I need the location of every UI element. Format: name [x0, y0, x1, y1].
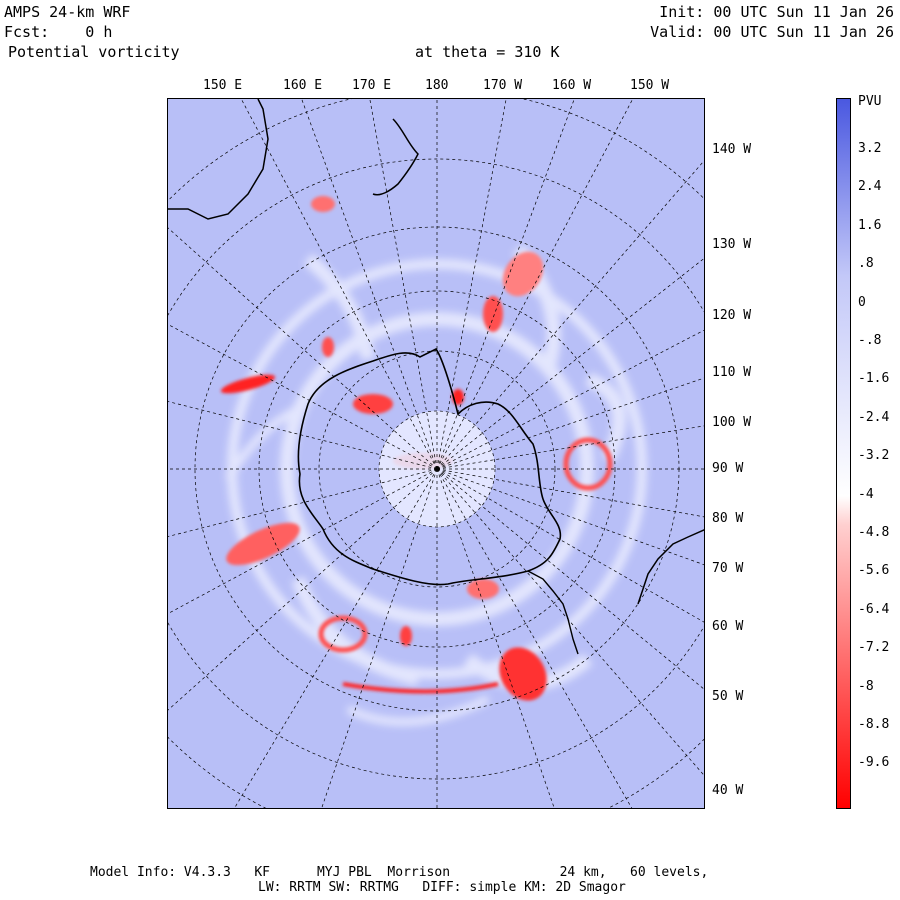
lon-label-top: 170 W	[483, 78, 523, 93]
colorbar-tick-label: -4	[858, 486, 874, 502]
lon-label-top: 150 E	[203, 78, 243, 93]
south-america-coast	[637, 529, 704, 605]
lon-label-top: 150 W	[630, 78, 670, 93]
colorbar-tick-label: -7.2	[858, 640, 890, 656]
lon-label-top: 170 E	[352, 78, 392, 93]
new-zealand-coast	[372, 118, 419, 196]
init-time: Init: 00 UTC Sun 11 Jan 26	[659, 3, 894, 21]
lon-label-top: 160 E	[283, 78, 323, 93]
colorbar-tick-label: -3.2	[858, 448, 890, 464]
lon-label-right: 80 W	[712, 511, 744, 526]
graticule	[168, 99, 704, 808]
antarctic-peninsula	[527, 570, 579, 655]
antarctica-coast	[297, 347, 562, 586]
colorbar-tick-label: -4.8	[858, 525, 890, 540]
colorbar-tick-label: -1.6	[858, 371, 890, 387]
lon-label-right: 120 W	[712, 308, 752, 323]
field-name: Potential vorticity	[8, 43, 180, 61]
colorbar-tick-label: -9.6	[858, 755, 890, 771]
lon-label-right: 50 W	[712, 689, 744, 704]
lon-label-right: 130 W	[712, 237, 752, 252]
lon-label-right: 40 W	[712, 783, 744, 798]
colorbar-tick-label: 3.2	[858, 141, 882, 156]
model-title: AMPS 24-km WRF	[4, 3, 131, 21]
lon-label-right: 100 W	[712, 415, 752, 430]
theta-level: at theta = 310 K	[415, 43, 560, 61]
colorbar-tick-label: -6.4	[858, 601, 890, 617]
lon-label-right: 140 W	[712, 142, 752, 157]
lon-label-right: 60 W	[712, 619, 744, 634]
map-canvas	[168, 99, 704, 808]
colorbar-tick-label: 0	[858, 294, 866, 310]
lon-label-right: 70 W	[712, 561, 744, 576]
colorbar-tick-label: -2.4	[858, 409, 890, 425]
colorbar-tick-label: 1.6	[858, 217, 882, 233]
colorbar-tick-label: 2.4	[858, 179, 882, 195]
model-info-line1: Model Info: V4.3.3 KF MYJ PBL Morrison 2…	[90, 865, 709, 880]
lon-label-right: 90 W	[712, 461, 744, 476]
colorbar-tick-label: -8	[858, 678, 874, 694]
colorbar-tick-label: .8	[858, 256, 874, 272]
colorbar-tick-label: -8.8	[858, 717, 890, 732]
lon-label-top: 160 W	[552, 78, 592, 93]
colorbar-unit: PVU	[858, 94, 882, 109]
pv-map	[167, 98, 705, 809]
model-info-line2: LW: RRTM SW: RRTMG DIFF: simple KM: 2D S…	[258, 880, 626, 895]
valid-time: Valid: 00 UTC Sun 11 Jan 26	[650, 23, 894, 41]
lon-label-top: 180	[425, 78, 449, 93]
lon-label-right: 110 W	[712, 365, 752, 380]
colorbar-tick-label: -.8	[858, 333, 882, 348]
australia-coast	[168, 99, 269, 220]
colorbar-tick-label: -5.6	[858, 563, 890, 579]
colorbar	[836, 98, 851, 809]
forecast-hour: Fcst: 0 h	[4, 23, 113, 41]
